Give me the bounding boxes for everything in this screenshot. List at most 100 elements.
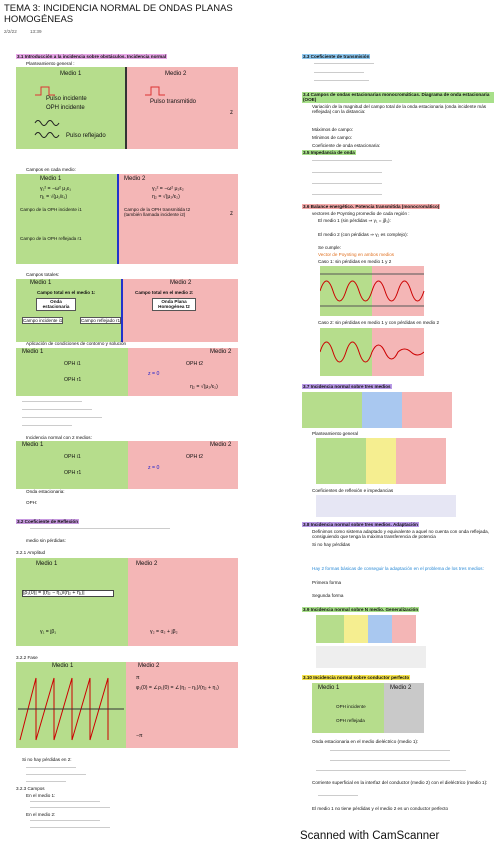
panel bbox=[117, 174, 119, 264]
panel bbox=[16, 558, 128, 646]
time: 13:39 bbox=[30, 29, 42, 34]
text: medio sin pérdidas: bbox=[26, 538, 66, 543]
formula-line bbox=[30, 528, 170, 530]
footer: Scanned with CamScanner bbox=[300, 830, 440, 842]
panel bbox=[121, 279, 123, 342]
label: Pulso incidente bbox=[46, 96, 87, 102]
heading: 3.10 Incidencia normal sobre conductor p… bbox=[302, 675, 411, 681]
formula-line bbox=[330, 750, 450, 752]
label: Medio 2 bbox=[390, 685, 412, 691]
panel bbox=[302, 392, 362, 428]
formula-line bbox=[312, 160, 392, 162]
text: Hay 2 formas básicas de conseguir la ada… bbox=[312, 566, 484, 571]
text: Definimos como sistema adaptado y equiva… bbox=[312, 529, 489, 540]
formula-line bbox=[22, 425, 72, 427]
formula: γ₁² = −ω² μ₁ε₁ bbox=[40, 186, 72, 192]
formula-line bbox=[312, 183, 382, 185]
text: El medio 2 (con pérdidas ⇒ γ₂ es complej… bbox=[318, 232, 408, 237]
heading: 3.3 Coeficiente de transmisión bbox=[302, 54, 371, 60]
formula-line bbox=[316, 770, 466, 772]
formula: φ₁(0) = ∠ρ₁(0) = ∠(η₂ − η₁)/(η₂ + η₁) bbox=[136, 685, 219, 691]
formula-line bbox=[22, 401, 82, 403]
label: OPH incidente bbox=[46, 105, 85, 111]
label: Pulso reflejado bbox=[66, 133, 106, 139]
formula-line bbox=[30, 801, 100, 803]
label: Onda estacionaria bbox=[36, 298, 76, 311]
text: El medio 1 no tiene pérdidas y el medio … bbox=[312, 806, 449, 811]
text: Mínimos de campo: bbox=[312, 135, 353, 140]
heading: 3.5 Impedancia de onda bbox=[302, 150, 356, 156]
heading: 3.1 Introducción a la incidencia sobre o… bbox=[16, 54, 168, 60]
label: Medio 1 bbox=[52, 663, 74, 669]
text: Aplicación de condiciones de contorno y … bbox=[26, 341, 127, 346]
date: 2/2/22 bbox=[4, 29, 17, 34]
text: Segunda forma bbox=[312, 593, 344, 598]
text: Onda estacionaria en el medio dieléctric… bbox=[312, 739, 419, 744]
panel bbox=[125, 67, 127, 149]
formula-line bbox=[30, 827, 110, 829]
formula-line bbox=[314, 63, 374, 65]
label: Medio 1 bbox=[40, 176, 62, 182]
text: Planteamiento general : bbox=[26, 61, 75, 66]
text: Si no hay pérdidas en 2: bbox=[22, 757, 72, 762]
label: Medio 2 bbox=[210, 349, 232, 355]
medium-2 bbox=[126, 67, 238, 149]
formula: η₁ = √(μ₁/ε₁) bbox=[40, 194, 68, 200]
panel bbox=[16, 174, 118, 264]
formula-line bbox=[30, 807, 110, 809]
label: π bbox=[136, 675, 140, 681]
label: Medio 2 bbox=[138, 663, 160, 669]
text: En el medio 1: bbox=[26, 793, 56, 798]
label: Medio 1 bbox=[22, 349, 44, 355]
text: Coeficientes de reflexión e impedancias bbox=[312, 488, 394, 493]
text: Corriente superficial en la interfaz del… bbox=[312, 780, 488, 785]
formula-line bbox=[314, 80, 369, 82]
formula-line bbox=[330, 760, 450, 762]
formula: γ₂² = −ω² μ₂ε₂ bbox=[152, 186, 184, 192]
label: OPH reflejada bbox=[336, 718, 365, 723]
panel bbox=[392, 615, 416, 643]
text: El medio 1 (sin pérdidas ⇒ γ₁ = jβ₁): bbox=[318, 218, 391, 223]
label: Campo de la OPH transmitida t2 (también … bbox=[124, 207, 191, 218]
wave bbox=[320, 341, 424, 363]
heading: 3.4 Campos de ondas estacionarias monocr… bbox=[302, 92, 494, 103]
label: Medio 2 bbox=[136, 561, 158, 567]
text: Variación de la magnitud del campo total… bbox=[312, 104, 487, 115]
formula-line bbox=[318, 795, 358, 797]
text: Coeficiente de onda estacionaria: bbox=[312, 143, 381, 148]
panel bbox=[344, 615, 368, 643]
label: Campo de la OPH reflejada r1 bbox=[20, 236, 82, 241]
formula-line bbox=[22, 409, 92, 411]
text: OPH: bbox=[26, 500, 38, 505]
label: Medio 2 bbox=[210, 442, 232, 448]
formula-line bbox=[312, 194, 382, 196]
panel bbox=[362, 392, 402, 428]
label: z bbox=[230, 110, 233, 116]
heading: 3.7 Incidencia normal sobre tres medios bbox=[302, 384, 392, 390]
formula-line bbox=[314, 72, 364, 74]
text: Onda estacionaria: bbox=[26, 489, 65, 494]
text: Primera forma bbox=[312, 580, 342, 585]
panel bbox=[128, 441, 238, 489]
label: z = 0 bbox=[148, 465, 160, 471]
label: Campo incidente i1 bbox=[22, 317, 64, 325]
panel bbox=[128, 348, 238, 396]
text: Caso 2: sin pérdidas en medio 1 y con pé… bbox=[318, 320, 440, 325]
text: vectores de Poynting promedio de cada re… bbox=[312, 211, 410, 216]
label: OPH r1 bbox=[64, 377, 82, 383]
label: Campo total en el medio 2: bbox=[135, 290, 194, 295]
formula: γ₂ = α₂ + jβ₂ bbox=[150, 629, 178, 635]
panel bbox=[316, 615, 344, 643]
label: OPH t2 bbox=[186, 454, 204, 460]
text: Máximos de campo: bbox=[312, 127, 354, 132]
heading: 3.6 Balance energético. Potencia transmi… bbox=[302, 204, 441, 210]
label: z bbox=[230, 211, 233, 217]
label: OPH i1 bbox=[64, 454, 81, 460]
label: Medio 1 bbox=[318, 685, 340, 691]
panel bbox=[16, 441, 128, 489]
formula: |ρ₁(0)| = |(η₂ − η₁)/(η₂ + η₁)| bbox=[22, 590, 114, 598]
formula: η₂ = √(μ₂/ε₂) bbox=[152, 194, 180, 200]
label: OPH incidente bbox=[336, 704, 366, 709]
pulses bbox=[34, 86, 165, 138]
label: Medio 1 bbox=[22, 442, 44, 448]
